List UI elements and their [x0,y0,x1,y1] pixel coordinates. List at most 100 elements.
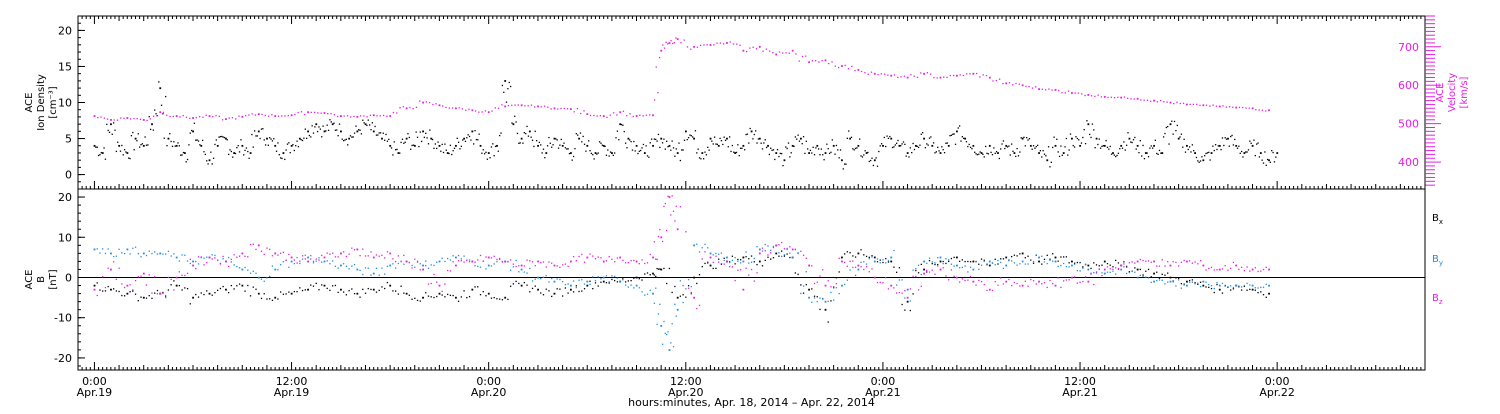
field-by-series-fill-dot [657,313,660,315]
field-by-series-fill-dot [1082,267,1084,269]
density-series-fill-dot [763,142,765,144]
field-bx-series-fill-dot [200,292,202,294]
density-series-fill-dot [1037,144,1039,147]
field-bz-series-fill-dot [781,241,783,244]
field-by-series-point [619,280,622,283]
field-bx-series-point [972,260,975,263]
field-bx-series-fill-dot [659,268,661,270]
density-series-fill-dot [500,132,502,134]
field-bx-series-fill-dot [1065,256,1068,258]
density-series-fill-dot [1228,145,1230,147]
field-bx-series-fill-dot [238,283,241,285]
velocity-series-point [1038,88,1040,91]
field-bz-series-fill-dot [170,278,172,281]
field-bz-series-fill-dot [672,210,675,212]
density-series-fill-dot [244,149,246,152]
field-bx-series-fill-dot [457,300,460,302]
field-bz-series-fill-dot [364,255,367,257]
density-series-fill-dot [165,95,167,98]
density-series-point [1087,123,1090,126]
field-bz-series-fill-dot [920,285,922,288]
field-bx-series-fill-dot [140,296,142,298]
velocity-series-fill-dot [547,106,549,108]
field-bx-series-fill-dot [230,284,233,287]
field-bx-series-fill-dot [1210,287,1213,290]
field-bx-series-fill-dot [813,295,816,297]
field-by-series-fill-dot [720,252,723,254]
density-series-fill-dot [221,135,223,138]
density-series-fill-dot [196,139,198,141]
density-series-fill-dot [926,143,928,145]
field-bx-series-fill-dot [1265,296,1267,298]
velocity-series-fill-dot [366,116,368,118]
velocity-series-fill-dot [205,114,207,116]
density-series-fill-dot [620,123,623,126]
density-series-fill-dot [515,121,517,123]
field-bx-series-point [586,284,589,287]
field-bz-series-fill-dot [865,265,868,268]
velocity-series-point [709,44,712,46]
density-series-fill-dot [928,137,931,139]
velocity-series-fill-dot [1094,95,1096,98]
field-bx-series-fill-dot [301,289,304,292]
field-bz-series-point [1038,280,1040,283]
density-series-fill-dot [563,142,565,144]
density-series-fill-dot [579,132,582,134]
density-series-fill-dot [733,151,735,153]
density-series-fill-dot [490,146,493,148]
field-by-series-fill-dot [715,252,717,255]
velocity-series-point [241,115,244,118]
density-series-fill-dot [796,138,798,140]
field-bx-series-fill-dot [1145,270,1147,272]
density-series-fill-dot [493,155,495,157]
field-by-series-fill-dot [411,264,413,267]
field-bz-series-fill-dot [909,288,911,290]
field-bx-series [93,249,1270,323]
field-bz-series-fill-dot [326,252,328,254]
density-series-fill-dot [497,150,499,152]
field-bx-series-fill-dot [1254,289,1256,291]
field-bx-series-fill-dot [901,303,903,306]
field-by-series-fill-dot [230,258,233,261]
density-series-fill-dot [271,140,274,142]
field-bx-series-fill-dot [425,292,427,294]
field-bx-series-fill-dot [375,291,378,293]
field-bz-series-fill-dot [622,259,624,262]
density-series-fill-dot [1184,151,1187,153]
velocity-series-fill-dot [550,108,552,110]
density-series-fill-dot [813,154,816,156]
density-series-fill-dot [974,151,976,153]
field-bz-series-fill-dot [928,271,931,273]
field-by-series-fill-dot [447,257,449,260]
velocity-series-fill-dot [716,42,718,44]
velocity-series-fill-dot [821,60,823,62]
field-bz-series-fill-dot [600,257,602,259]
field-by-series-fill-dot [1265,283,1267,286]
field-bz-series-fill-dot [457,259,460,262]
density-series-fill-dot [686,138,688,141]
field-by-series-fill-dot [991,262,994,264]
density-series-point [290,144,293,147]
field-by-series-fill-dot [655,287,657,289]
density-series-fill-dot [1131,141,1133,144]
density-series-fill-dot [649,142,651,144]
field-bz-series-fill-dot [649,253,651,256]
field-bx-series-fill-dot [490,297,493,299]
density-series-fill-dot [598,141,601,143]
field-bz-series-fill-dot [433,273,435,276]
field-bz-series-point [890,284,893,287]
field-bz-series-fill-dot [1180,261,1183,263]
field-bx-series-fill-dot [485,295,487,297]
density-series-fill-dot [1028,138,1031,140]
density-series-fill-dot [839,149,842,151]
field-by-series-fill-dot [661,343,664,345]
field-bx-series-fill-dot [479,294,482,296]
field-bx-series-fill-dot [518,282,520,285]
velocity-series-fill-dot [1238,106,1241,109]
density-series-fill-dot [112,122,115,124]
field-by-series-fill-dot [846,279,849,281]
field-bx-series-fill-dot [581,290,583,292]
density-series-fill-dot [856,147,858,149]
velocity-series-fill-dot [166,114,168,116]
density-series-fill-dot [938,150,940,152]
